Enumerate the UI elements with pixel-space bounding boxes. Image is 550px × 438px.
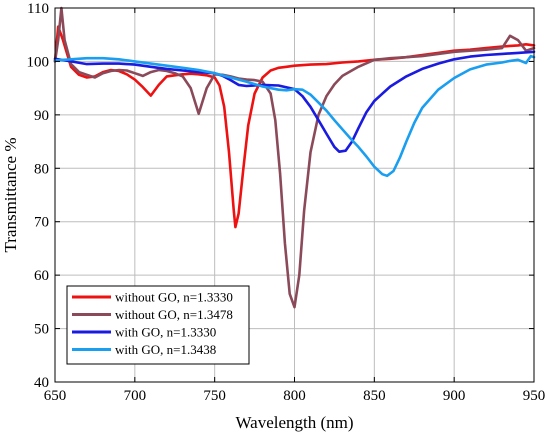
- x-tick-label: 950: [523, 388, 546, 404]
- y-tick-label: 70: [34, 215, 49, 231]
- x-axis-label: Wavelength (nm): [235, 413, 353, 432]
- series-line-2: [53, 6, 536, 309]
- y-tick-label: 90: [34, 108, 49, 124]
- legend-entry-label: with GO, n=1.3438: [115, 342, 216, 357]
- series-group: [53, 6, 536, 309]
- y-tick-label: 60: [34, 268, 49, 284]
- y-tick-label: 100: [27, 54, 50, 70]
- y-tick-label: 110: [27, 1, 49, 17]
- y-tick-label: 50: [34, 322, 49, 338]
- x-tick-label: 850: [363, 388, 386, 404]
- legend: without GO, n=1.3330 without GO, n=1.3478…: [66, 285, 250, 365]
- legend-entry-label: with GO, n=1.3330: [115, 325, 216, 340]
- axis-ticks: 650 700 750 800 850 900 950 40 50 60 70 80 90 100 110: [27, 1, 546, 404]
- series-line-4: [53, 54, 536, 178]
- x-tick-label: 700: [124, 388, 147, 404]
- y-tick-label: 80: [34, 161, 49, 177]
- series-line-3: [53, 50, 536, 153]
- x-tick-label: 900: [443, 388, 466, 404]
- legend-entry-label: without GO, n=1.3330: [115, 290, 233, 305]
- y-axis-label: Transmittance %: [1, 137, 20, 252]
- legend-entry-label: without GO, n=1.3478: [115, 307, 233, 322]
- x-tick-label: 800: [283, 388, 306, 404]
- x-tick-label: 750: [203, 388, 226, 404]
- y-tick-label: 40: [34, 375, 49, 391]
- x-tick-label: 650: [44, 388, 67, 404]
